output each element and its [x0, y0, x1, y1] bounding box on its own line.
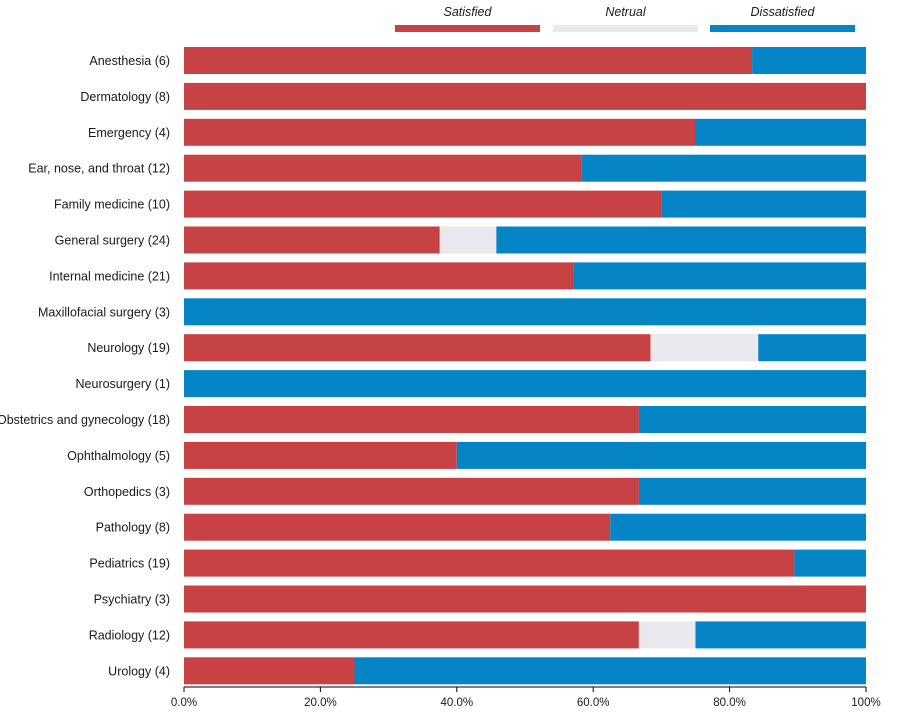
x-tick-label: 80.0% [713, 697, 746, 709]
category-label-internal-medicine: Internal medicine (21) [49, 269, 170, 283]
category-label-anesthesia: Anesthesia (6) [89, 54, 170, 68]
category-label-radiology: Radiology (12) [89, 628, 170, 642]
bar-anesthesia-satisfied [184, 47, 753, 74]
bar-maxillofacial-surgery-dissatisfied [184, 298, 866, 326]
legend-swatch-dissatisfied [710, 25, 855, 32]
category-label-dermatology: Dermatology (8) [80, 90, 170, 104]
bar-general-surgery-satisfied [184, 226, 440, 254]
category-label-emergency: Emergency (4) [88, 126, 170, 140]
category-label-pediatrics: Pediatrics (19) [89, 557, 170, 571]
bar-internal-medicine-dissatisfied [573, 262, 866, 290]
bar-neurology-satisfied [184, 334, 651, 362]
bar-psychiatry-satisfied [184, 585, 866, 613]
category-label-obstetrics-and-gynecology: Obstetrics and gynecology (18) [0, 413, 170, 427]
category-label-psychiatry: Psychiatry (3) [94, 593, 170, 607]
bar-anesthesia-dissatisfied [752, 47, 866, 74]
bar-pediatrics-satisfied [184, 549, 795, 577]
legend-label-dissatisfied: Dissatisfied [751, 5, 816, 19]
category-label-neurosurgery: Neurosurgery (1) [76, 377, 170, 391]
x-tick-label: 40.0% [440, 697, 473, 709]
bar-urology-satisfied [184, 657, 355, 685]
legend-swatch-satisfied [395, 25, 540, 32]
bar-orthopedics-dissatisfied [638, 477, 866, 505]
category-label-ear-nose-and-throat: Ear, nose, and throat (12) [28, 162, 170, 176]
bar-radiology-dissatisfied [695, 621, 866, 649]
bar-radiology-netrual [638, 621, 696, 649]
bar-orthopedics-satisfied [184, 477, 639, 505]
legend: Satisfied Netrual Dissatisfied [395, 5, 855, 32]
category-label-pathology: Pathology (8) [96, 521, 170, 535]
bar-neurosurgery-dissatisfied [184, 370, 866, 398]
x-axis: 0.0% 20.0% 40.0% 60.0% 80.0% 100% [171, 686, 881, 709]
bar-urology-dissatisfied [354, 657, 866, 685]
legend-label-satisfied: Satisfied [444, 5, 493, 19]
bar-pathology-satisfied [184, 513, 611, 541]
legend-swatch-netrual [553, 25, 698, 32]
bar-ear-nose-and-throat-dissatisfied [581, 154, 866, 182]
x-tick-label: 0.0% [171, 697, 197, 709]
bar-emergency-satisfied [184, 118, 696, 146]
category-label-general-surgery: General surgery (24) [55, 234, 170, 248]
category-label-urology: Urology (4) [108, 664, 170, 678]
bar-pathology-dissatisfied [610, 513, 866, 541]
category-label-maxillofacial-surgery: Maxillofacial surgery (3) [38, 305, 170, 319]
bar-family-medicine-satisfied [184, 190, 662, 218]
bar-area [184, 47, 866, 685]
category-label-family-medicine: Family medicine (10) [54, 198, 170, 212]
bar-ophthalmology-satisfied [184, 441, 457, 469]
bar-general-surgery-dissatisfied [496, 226, 866, 254]
x-tick-label: 20.0% [304, 697, 337, 709]
bar-pediatrics-dissatisfied [794, 549, 866, 577]
bar-internal-medicine-satisfied [184, 262, 574, 290]
legend-label-netrual: Netrual [605, 5, 647, 19]
x-tick-label: 100% [851, 697, 880, 709]
bar-neurology-netrual [650, 334, 759, 362]
bar-general-surgery-netrual [439, 226, 497, 254]
bar-ear-nose-and-throat-satisfied [184, 154, 582, 182]
bar-radiology-satisfied [184, 621, 639, 649]
bar-family-medicine-dissatisfied [661, 190, 866, 218]
category-label-neurology: Neurology (19) [87, 341, 170, 355]
bar-dermatology-satisfied [184, 82, 866, 110]
bar-obstetrics-and-gynecology-dissatisfied [638, 406, 866, 433]
bar-emergency-dissatisfied [695, 118, 866, 146]
bar-ophthalmology-dissatisfied [456, 441, 866, 469]
category-label-orthopedics: Orthopedics (3) [84, 485, 170, 499]
category-label-ophthalmology: Ophthalmology (5) [67, 449, 170, 463]
category-labels: Anesthesia (6) Dermatology (8) Emergency (… [0, 54, 170, 678]
bar-neurology-dissatisfied [758, 334, 866, 362]
bar-obstetrics-and-gynecology-satisfied [184, 406, 639, 433]
x-tick-label: 60.0% [577, 697, 610, 709]
